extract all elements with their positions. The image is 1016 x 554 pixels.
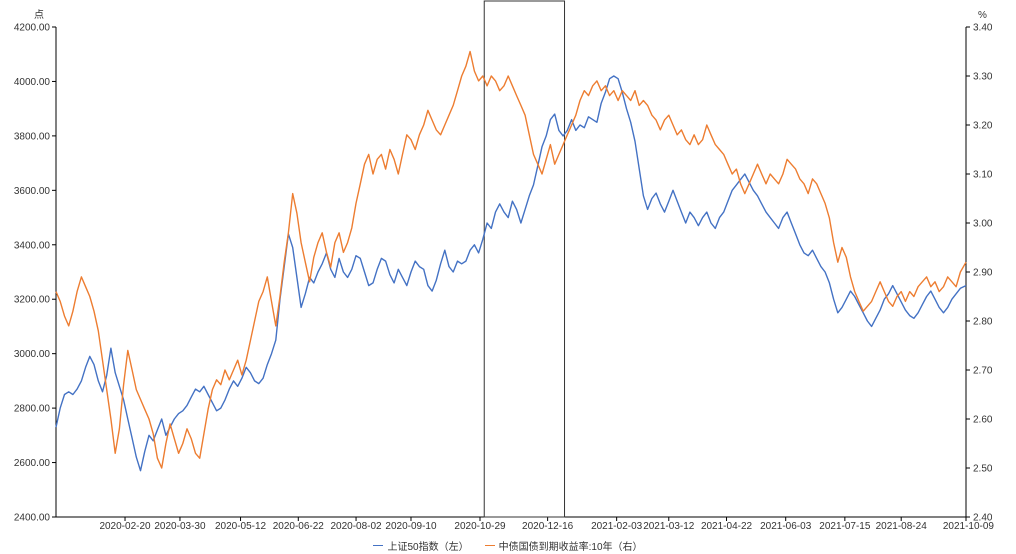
x-tick-label: 2021-03-12: [643, 521, 695, 532]
right-tick-label: 3.00: [973, 219, 993, 230]
right-tick-label: 3.30: [973, 72, 993, 83]
left-tick-label: 3200.00: [14, 295, 51, 306]
right-tick-label: 3.20: [973, 121, 993, 132]
x-tick-label: 2020-09-10: [385, 521, 437, 532]
x-tick-label: 2021-02-03: [591, 521, 643, 532]
right-tick-label: 2.50: [973, 464, 993, 475]
x-tick-label: 2020-08-02: [330, 521, 382, 532]
left-tick-label: 3400.00: [14, 240, 51, 251]
left-axis-unit: 点: [34, 9, 44, 21]
legend-item-bond-yield[interactable]: 中债国债到期收益率:10年（右）: [484, 538, 643, 553]
x-tick-label: 2020-06-22: [273, 521, 325, 532]
highlight-box: [483, 0, 566, 518]
x-tick-label: 2020-05-12: [215, 521, 267, 532]
series-line-sse50: [55, 75, 967, 472]
x-tick-label: 2021-04-22: [701, 521, 753, 532]
right-tick-label: 3.10: [973, 170, 993, 181]
right-tick-label: 2.60: [973, 415, 993, 426]
right-axis-unit: %: [978, 10, 987, 21]
left-tick-label: 2600.00: [14, 458, 51, 469]
x-tick-label: 2020-02-20: [99, 521, 151, 532]
legend: 上证50指数（左） 中债国债到期收益率:10年（右）: [0, 538, 1016, 553]
right-tick-label: 2.40: [973, 513, 993, 524]
legend-swatch-sse50: [373, 544, 384, 546]
left-tick-label: 4200.00: [14, 23, 51, 34]
series-line-bond-yield: [55, 50, 967, 469]
x-tick-label: 2021-06-03: [760, 521, 812, 532]
left-tick-label: 2400.00: [14, 513, 51, 524]
x-tick-label: 2020-12-16: [522, 521, 574, 532]
left-tick-label: 3600.00: [14, 186, 51, 197]
right-tick-label: 2.70: [973, 366, 993, 377]
left-tick-label: 3000.00: [14, 349, 51, 360]
left-tick-label: 3800.00: [14, 131, 51, 142]
right-tick-label: 2.90: [973, 268, 993, 279]
left-tick-label: 4000.00: [14, 77, 51, 88]
legend-label-bond-yield: 中债国债到期收益率:10年（右）: [498, 541, 643, 553]
right-tick-label: 2.80: [973, 317, 993, 328]
x-tick-label: 2021-08-24: [876, 521, 928, 532]
legend-swatch-bond-yield: [484, 544, 495, 546]
x-tick-label: 2021-07-15: [819, 521, 871, 532]
left-tick-label: 2800.00: [14, 404, 51, 415]
dual-axis-line-chart: 点 % 2400.00 2600.00 2800.00 3000.00 3200.00 340…: [14, 0, 995, 532]
x-tick-label: 2021-10-09: [943, 521, 995, 532]
series-lines: [55, 50, 967, 472]
x-tick-label: 2020-10-29: [454, 521, 506, 532]
x-tick-label: 2020-03-30: [154, 521, 206, 532]
right-tick-label: 3.40: [973, 23, 993, 34]
legend-item-sse50[interactable]: 上证50指数（左）: [373, 538, 469, 553]
axes: 点 % 2400.00 2600.00 2800.00 3000.00 3200.00 340…: [14, 9, 995, 532]
legend-label-sse50: 上证50指数（左）: [387, 541, 469, 553]
highlight-rectangle: [483, 0, 566, 518]
